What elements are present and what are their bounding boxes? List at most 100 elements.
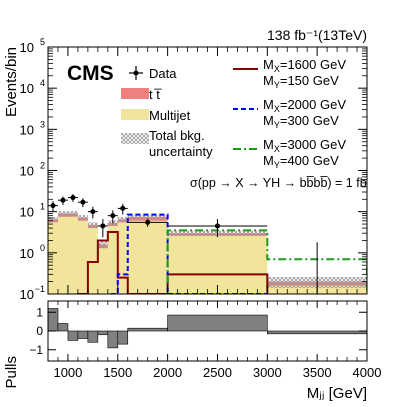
pull-bar — [67, 330, 79, 341]
uncertainty-bar — [77, 215, 88, 221]
pull-bar — [167, 314, 268, 332]
legend-item-data: Data — [129, 66, 177, 81]
x-tick-label: 3500 — [303, 365, 332, 380]
data-point — [110, 213, 116, 219]
legend-label-unc-1: Total bkg. — [149, 128, 205, 143]
x-tick-label: 1000 — [53, 365, 82, 380]
y-tick-label: 10 — [20, 205, 34, 220]
y-tick-exponent: 4 — [40, 78, 45, 88]
uncertainty-bar — [67, 211, 78, 217]
pull-y-tick-label: −1 — [29, 343, 43, 357]
pull-bar — [97, 330, 109, 336]
pull-bars — [48, 308, 367, 349]
uncertainty-bar — [57, 211, 68, 217]
multijet-bar — [117, 222, 128, 294]
signal-line — [76, 231, 269, 294]
uncertainty-bar — [48, 216, 58, 223]
y-tick-exponent: 3 — [40, 119, 45, 129]
multijet-bar — [57, 216, 68, 294]
y-tick-label: 10 — [20, 122, 34, 137]
signal-line — [106, 213, 269, 294]
pull-bar — [127, 327, 168, 332]
multijet-bar — [77, 220, 88, 294]
legend-item-multijet: Multijet — [121, 108, 191, 123]
y-tick-exponent: 1 — [40, 202, 45, 212]
y-tick-exponent: 5 — [40, 37, 45, 47]
uncertainty-bar — [127, 214, 168, 220]
y-tick-label: 10 — [20, 164, 34, 179]
pull-y-tick-label: 0 — [36, 324, 43, 338]
multijet-bar — [97, 248, 108, 294]
legend-label-ttbar: t t̅ — [149, 87, 162, 102]
uncertainty-bar — [97, 241, 108, 249]
multijet-bar — [107, 225, 118, 294]
legend-item-ttbar: t t̅ — [121, 87, 162, 102]
data-points — [48, 194, 318, 294]
pull-bar — [87, 330, 99, 343]
legend-label-signal-my: MY=300 GeV — [263, 113, 339, 130]
x-tick-label: 2000 — [153, 365, 182, 380]
pull-bar — [267, 330, 367, 335]
data-point — [145, 219, 151, 225]
data-point — [214, 223, 220, 229]
multijet-bar — [87, 228, 98, 294]
multijet-bar — [67, 216, 78, 294]
data-point — [100, 223, 106, 229]
pull-bar — [57, 323, 69, 332]
x-tick-label: 1500 — [103, 365, 132, 380]
y-tick-exponent: 0 — [40, 243, 45, 253]
multijet-bar — [167, 235, 268, 294]
y-tick-label: 10 — [20, 40, 34, 55]
x-axis-label: Mⱼⱼ [GeV] — [307, 385, 367, 402]
x-axis-label-text: Mⱼⱼ [GeV] — [307, 385, 367, 402]
legend-swatch-ttbar — [121, 88, 149, 99]
data-point — [60, 197, 66, 203]
legend-swatch-multijet — [121, 109, 149, 120]
pull-bar — [107, 330, 119, 349]
data-point — [90, 209, 96, 215]
legend-label-data: Data — [149, 66, 177, 81]
pulls-axis-label: Pulls — [3, 356, 20, 389]
signal-annotation: σ(pp → X → YH → bb̅bb̅) = 1 fb — [190, 176, 367, 190]
data-point — [50, 203, 56, 209]
x-tick-label: 4000 — [353, 365, 382, 380]
lumi-label: 138 fb⁻¹(13TeV) — [267, 27, 367, 43]
legend-label-signal-my: MY=400 GeV — [263, 153, 339, 170]
cms-label: CMS — [67, 62, 114, 85]
legend-label-signal-mx: MX=3000 GeV — [263, 137, 346, 154]
legend: Data t t̅ Multijet Total bkg. uncertaint… — [121, 57, 346, 170]
data-point — [70, 195, 76, 201]
legend-label-multijet: Multijet — [149, 108, 191, 123]
multijet-bar — [127, 220, 168, 294]
data-point — [120, 205, 126, 211]
pull-bar — [77, 330, 89, 339]
uncertainty-bar — [87, 222, 98, 228]
x-tick-label: 3000 — [253, 365, 282, 380]
y-tick-label: 10 — [20, 287, 34, 302]
pull-bar — [117, 330, 129, 345]
legend-label-signal-my: MY=150 GeV — [263, 73, 339, 90]
legend-item-uncertainty: Total bkg. uncertainty — [121, 128, 213, 159]
signal-curves — [76, 213, 367, 294]
y-axis-label: Events/bin — [3, 47, 20, 117]
multijet-bar — [48, 222, 58, 294]
x-tick-label: 2500 — [203, 365, 232, 380]
y-tick-exponent: −1 — [35, 284, 45, 294]
legend-label-signal-mx: MX=1600 GeV — [263, 57, 346, 74]
data-point — [80, 199, 86, 205]
legend-swatch-uncertainty — [121, 133, 149, 144]
uncertainty-bar — [117, 216, 128, 223]
legend-label-unc-2: uncertainty — [149, 144, 213, 159]
y-tick-label: 10 — [20, 81, 34, 96]
pull-y-tick-label: 1 — [36, 305, 43, 319]
y-tick-label: 10 — [20, 246, 34, 261]
signal-line — [166, 229, 367, 294]
y-tick-exponent: 2 — [40, 161, 45, 171]
pull-axes: −1 0 1 1000 1500 2000 2500 3000 3500 4000 — [29, 301, 381, 380]
